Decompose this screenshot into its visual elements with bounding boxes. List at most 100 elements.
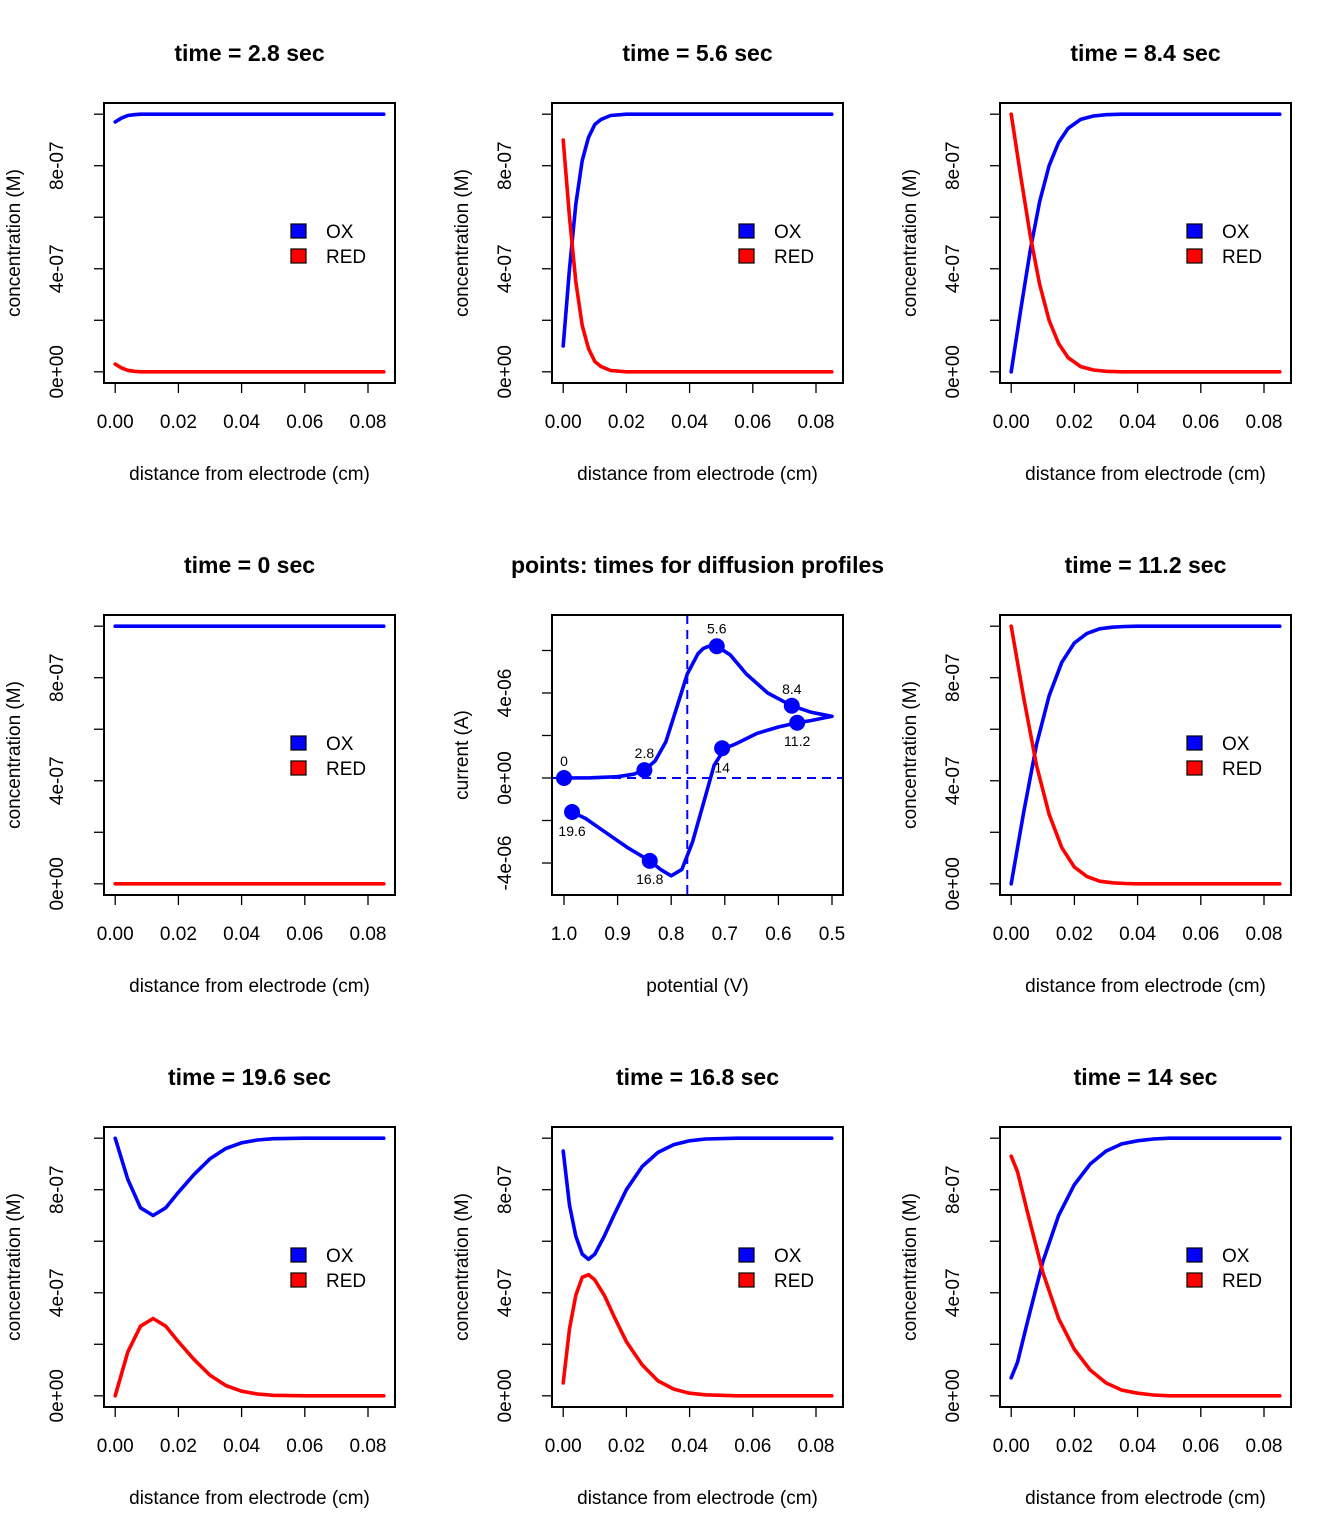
time-point-label: 5.6	[707, 620, 727, 636]
x-tick-label: 0.5	[819, 924, 845, 945]
series-line-ox	[1009, 624, 1282, 886]
legend-label-ox: OX	[774, 222, 802, 243]
plot-frame	[103, 102, 396, 384]
legend-label-red: RED	[326, 1271, 366, 1292]
x-axis-label: distance from electrode (cm)	[1025, 1488, 1266, 1509]
y-axis-label: concentration (M)	[452, 1193, 473, 1341]
plot-frame	[999, 102, 1292, 384]
series-line-ox	[561, 112, 834, 348]
x-tick-label: 0.06	[1182, 412, 1219, 433]
legend-label-red: RED	[1222, 759, 1262, 780]
x-tick-label: 0.00	[545, 412, 582, 433]
legend-label-ox: OX	[326, 1246, 354, 1267]
plot-area	[561, 112, 834, 374]
x-axis-label: distance from electrode (cm)	[577, 464, 818, 485]
x-tick-label: 0.02	[608, 412, 645, 433]
series-line-red	[561, 138, 834, 374]
legend-swatch-ox	[738, 1247, 755, 1263]
y-tick-label: 8e-07	[47, 653, 68, 702]
y-axis-label: concentration (M)	[900, 1193, 921, 1341]
panel-7: time = 19.6 sec 0.00 0.02 0.04 0.06 0.08 0e+00…	[4, 1064, 396, 1509]
legend-swatch-red	[290, 248, 307, 264]
legend-label-ox: OX	[1222, 1246, 1250, 1267]
x-tick-label: 0.06	[1182, 924, 1219, 945]
x-axis-label: potential (V)	[646, 976, 748, 997]
time-point-label: 19.6	[558, 823, 585, 839]
plot-area	[561, 1136, 834, 1398]
legend-label-red: RED	[1222, 247, 1262, 268]
x-tick-label: 0.08	[1246, 924, 1283, 945]
time-point-marker	[714, 740, 731, 757]
series-line-red	[1009, 112, 1282, 374]
x-tick-label: 0.00	[97, 924, 134, 945]
x-tick-label: 0.02	[1056, 412, 1093, 433]
y-tick-label: 0e+00	[47, 857, 68, 910]
y-axis-label: concentration (M)	[4, 681, 25, 829]
x-tick-label: 0.08	[1246, 1436, 1283, 1457]
legend-label-ox: OX	[1222, 734, 1250, 755]
time-point-label: 2.8	[635, 745, 655, 761]
plot-frame	[999, 614, 1292, 896]
series-line-ox	[113, 112, 386, 124]
y-tick-label: 8e-07	[47, 1165, 68, 1214]
series-line-cv	[562, 644, 834, 878]
panel-title: time = 5.6 sec	[622, 40, 772, 66]
panel-title: time = 16.8 sec	[616, 1064, 779, 1090]
x-tick-label: 0.08	[350, 924, 387, 945]
legend-label-red: RED	[774, 247, 814, 268]
plot-area	[113, 1136, 386, 1398]
x-tick-label: 0.7	[712, 924, 738, 945]
legend-label-red: RED	[326, 759, 366, 780]
x-tick-label: 0.06	[286, 412, 323, 433]
y-tick-label: 4e-07	[943, 756, 964, 805]
y-tick-label: 8e-07	[495, 1165, 516, 1214]
x-tick-label: 0.06	[734, 412, 771, 433]
x-tick-label: 0.6	[765, 924, 791, 945]
x-tick-label: 0.08	[350, 1436, 387, 1457]
x-axis-label: distance from electrode (cm)	[1025, 976, 1266, 997]
panel-5: points: times for diffusion profiles 1.0 0…	[452, 552, 884, 997]
time-point-label: 14	[714, 759, 730, 775]
x-tick-label: 0.06	[286, 924, 323, 945]
x-tick-label: 0.04	[223, 412, 260, 433]
panel-1: time = 2.8 sec 0.00 0.02 0.04 0.06 0.08 0e+00 4…	[4, 40, 396, 485]
legend-swatch-red	[1186, 1272, 1203, 1288]
panel-3: time = 8.4 sec 0.00 0.02 0.04 0.06 0.08 0e+00 4…	[900, 40, 1292, 485]
time-point-label: 11.2	[784, 733, 810, 749]
y-tick-label: 0e+00	[943, 857, 964, 910]
x-axis-label: distance from electrode (cm)	[577, 1488, 818, 1509]
x-tick-label: 0.08	[798, 1436, 835, 1457]
panel-title: time = 14 sec	[1074, 1064, 1218, 1090]
time-point-marker	[556, 770, 572, 786]
time-point-label: 0	[560, 753, 568, 769]
plot-area	[113, 112, 386, 374]
legend-swatch-ox	[1186, 223, 1203, 239]
x-tick-label: 0.00	[97, 1436, 134, 1457]
y-tick-label: 0e+00	[47, 345, 68, 398]
y-tick-label: 8e-07	[495, 141, 516, 190]
legend-label-ox: OX	[326, 222, 354, 243]
legend-swatch-red	[290, 1272, 307, 1288]
panel-title: time = 19.6 sec	[168, 1064, 331, 1090]
y-tick-label: 4e-07	[495, 244, 516, 293]
time-point-marker	[636, 762, 653, 779]
panel-9: time = 14 sec 0.00 0.02 0.04 0.06 0.08 0e+00 4e…	[900, 1064, 1292, 1509]
plot-frame	[103, 614, 396, 896]
x-tick-label: 0.00	[97, 412, 134, 433]
legend-label-red: RED	[774, 1271, 814, 1292]
x-tick-label: 0.04	[223, 924, 260, 945]
legend-label-red: RED	[326, 247, 366, 268]
time-point-label: 8.4	[782, 681, 802, 697]
time-point-marker	[641, 852, 658, 869]
plot-frame	[551, 614, 844, 896]
panel-title: time = 11.2 sec	[1065, 552, 1227, 578]
y-axis-label: concentration (M)	[900, 681, 921, 829]
series-line-red	[561, 1272, 834, 1398]
legend-swatch-ox	[1186, 1247, 1203, 1263]
time-point-marker	[783, 697, 800, 714]
x-tick-label: 0.04	[671, 1436, 708, 1457]
y-tick-label: 4e-07	[943, 1268, 964, 1317]
plot-frame	[551, 1126, 844, 1408]
y-tick-label: -4e-06	[495, 836, 516, 891]
y-tick-label: 0e+00	[495, 1369, 516, 1422]
